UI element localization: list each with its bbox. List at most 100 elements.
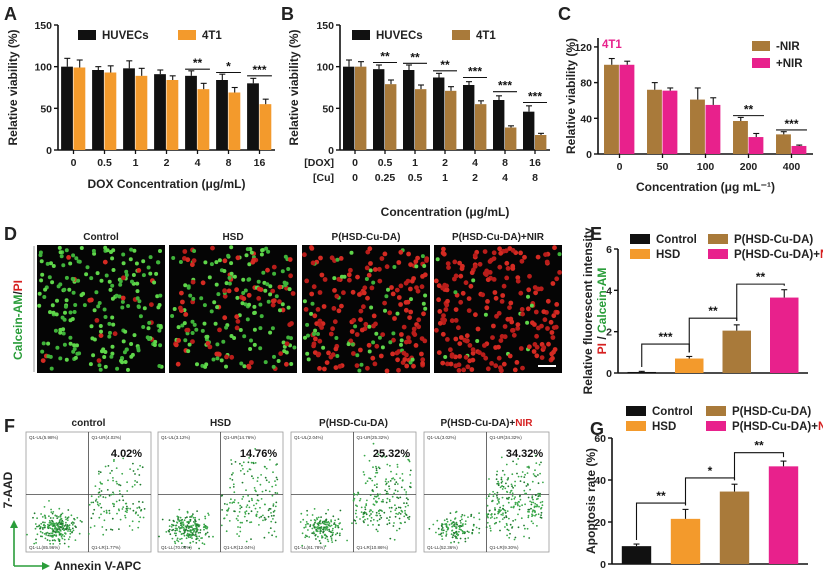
microscopy-cell	[75, 343, 79, 348]
flow-event	[519, 494, 521, 497]
microscopy-cell	[68, 341, 73, 346]
microscopy-cell	[185, 327, 191, 333]
chart-g-ytick-label: 0	[600, 559, 606, 571]
microscopy-cell	[520, 365, 525, 371]
flow-event	[59, 518, 62, 521]
flow-event	[489, 517, 492, 519]
flow-event	[53, 530, 55, 533]
flow-event	[299, 521, 302, 523]
microscopy-cell	[335, 354, 340, 358]
microscopy-cell	[337, 364, 343, 369]
chart-e-ytick-label: 2	[606, 327, 612, 339]
flow-event	[506, 510, 509, 512]
flow-event	[458, 530, 460, 533]
flow-event	[442, 529, 445, 532]
flow-event	[441, 527, 444, 529]
microscopy-cell	[41, 341, 46, 346]
microscopy-cell	[436, 350, 442, 355]
flow-event	[256, 511, 259, 513]
flow-event	[254, 462, 257, 464]
flow-event	[325, 512, 327, 515]
panel-label-d: D	[4, 224, 17, 244]
flow-event	[470, 515, 472, 517]
microscopy-cell	[241, 277, 246, 282]
microscopy-cell	[260, 248, 265, 253]
flow-event	[225, 530, 228, 533]
microscopy-cell	[440, 331, 446, 337]
flow-event	[50, 508, 52, 511]
flow-event	[98, 516, 101, 519]
microscopy-cell	[92, 337, 97, 342]
flow-event	[464, 540, 467, 543]
microscopy-cell	[510, 266, 516, 271]
microscopy-cell	[367, 324, 372, 329]
microscopy-cell	[368, 268, 373, 273]
chart-c-legend-swatch	[752, 41, 770, 51]
microscopy-cell	[248, 347, 253, 351]
flow-event	[88, 503, 91, 506]
flow-event	[501, 485, 504, 487]
flow-event	[44, 537, 47, 540]
flow-event	[43, 514, 46, 517]
microscopy-cell	[158, 293, 163, 298]
flow-event	[272, 471, 274, 474]
microscopy-cell	[215, 342, 220, 347]
microscopy-cell	[247, 302, 252, 307]
flow-event	[186, 516, 188, 519]
flow-event	[372, 442, 375, 445]
flow-event	[116, 512, 118, 515]
flow-event	[499, 506, 501, 509]
flow-event	[327, 540, 330, 543]
microscopy-cell	[445, 361, 450, 367]
flow-event	[485, 513, 488, 515]
flow-title: P(HSD-Cu-DA)	[319, 418, 388, 429]
microscopy-cell	[398, 283, 404, 289]
flow-event	[124, 516, 127, 519]
flow-event	[104, 496, 107, 499]
flow-event	[190, 515, 193, 518]
microscopy-cell	[277, 284, 283, 290]
microscopy-cell	[141, 273, 146, 278]
microscopy-cell	[61, 327, 66, 332]
flow-event	[177, 518, 180, 521]
flow-event	[339, 509, 342, 512]
flow-event	[132, 462, 134, 465]
flow-event	[223, 503, 226, 505]
microscopy-cell	[58, 330, 63, 335]
flow-event	[100, 506, 103, 509]
microscopy-cell	[457, 260, 462, 266]
microscopy-cell	[241, 296, 247, 302]
microscopy-cell	[97, 363, 102, 368]
flow-event	[274, 492, 277, 494]
microscopy-cell	[371, 280, 376, 285]
microscopy-cell	[420, 254, 425, 259]
flow-event	[105, 529, 108, 531]
flow-event	[176, 522, 179, 524]
flow-event	[188, 546, 191, 549]
flow-event	[131, 520, 134, 523]
microscopy-cell	[535, 254, 541, 260]
microscopy-cell	[270, 302, 276, 308]
microscopy-cell	[152, 280, 157, 285]
flow-event	[324, 529, 327, 531]
microscopy-cell	[527, 273, 532, 279]
flow-event	[204, 515, 207, 518]
flow-event	[371, 511, 374, 513]
flow-event	[125, 507, 128, 510]
flow-event	[366, 480, 369, 482]
chart-a-sig-label: ***	[252, 63, 266, 77]
microscopy-cell	[270, 298, 276, 304]
microscopy-cell	[304, 278, 310, 284]
flow-event	[500, 456, 503, 459]
flow-event	[455, 537, 457, 539]
flow-event	[250, 461, 253, 464]
flow-event	[404, 521, 406, 524]
chart-e-legend-swatch	[708, 234, 728, 244]
flow-event	[66, 526, 69, 529]
chart-c-sig-label: ***	[784, 117, 798, 131]
flow-event	[529, 488, 531, 491]
microscopy-cell	[266, 249, 271, 254]
microscopy-cell	[134, 261, 139, 266]
microscopy-cell	[124, 269, 129, 274]
microscopy-cell	[71, 290, 76, 295]
